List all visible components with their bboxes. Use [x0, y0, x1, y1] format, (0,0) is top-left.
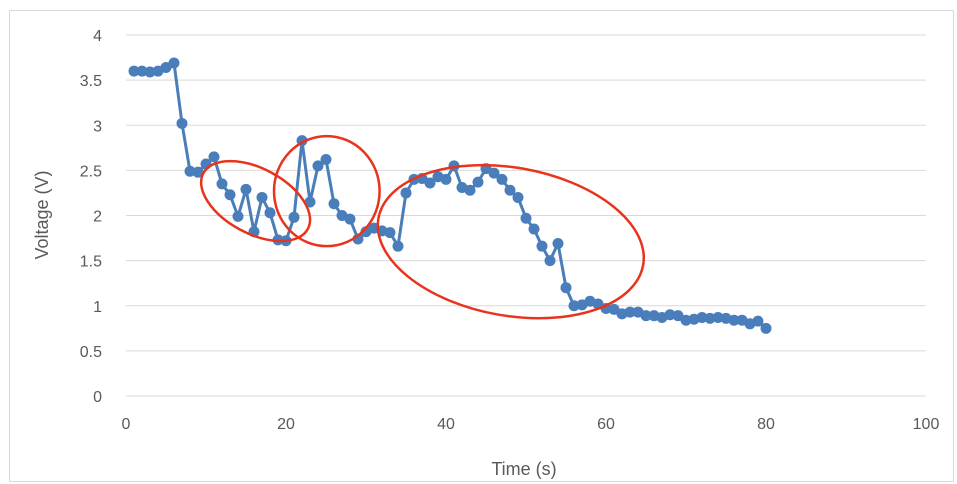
annotation-ellipse-1 [199, 159, 312, 243]
data-point [488, 167, 500, 179]
data-point [496, 173, 508, 185]
data-point [344, 213, 356, 225]
y-tick-label: 3.5 [80, 73, 102, 90]
tick-labels: 00.511.522.533.540 20 40 60 80 100 [80, 28, 940, 433]
data-point [392, 240, 404, 252]
data-point [136, 65, 148, 77]
data-point [208, 151, 220, 163]
data-point [192, 166, 204, 178]
y-tick-label: 2.5 [80, 163, 102, 180]
x-tick-label: 0 [122, 416, 131, 433]
x-tick-label: 20 [277, 416, 295, 433]
data-point [144, 66, 156, 78]
y-tick-label: 2 [93, 209, 102, 226]
data-point [536, 240, 548, 252]
data-point [504, 184, 516, 196]
data-point [424, 177, 436, 189]
data-point [608, 303, 620, 315]
y-tick-label: 1 [93, 299, 102, 316]
data-point [520, 212, 532, 224]
chart-frame [9, 10, 954, 482]
data-point [176, 117, 188, 129]
data-point [568, 300, 580, 312]
data-point [472, 176, 484, 188]
x-tick-label: 40 [437, 416, 455, 433]
data-point [664, 309, 676, 321]
data-point [624, 306, 636, 318]
annotation-ellipse-3 [376, 163, 646, 320]
data-point [704, 312, 716, 324]
y-tick-label: 1.5 [80, 254, 102, 271]
data-point [712, 311, 724, 323]
data-point [560, 282, 572, 294]
data-point [232, 210, 244, 222]
data-point [640, 310, 652, 322]
data-point [312, 160, 324, 172]
annotation-ellipse-2 [272, 134, 381, 248]
x-tick-label: 60 [597, 416, 615, 433]
data-point [400, 187, 412, 199]
data-point [544, 255, 556, 267]
x-tick-label: 80 [757, 416, 775, 433]
data-point [680, 314, 692, 326]
y-tick-label: 3 [93, 118, 102, 135]
y-tick-label: 0 [93, 389, 102, 406]
data-point [128, 65, 140, 77]
x-tick-label: 100 [913, 416, 940, 433]
data-point [288, 211, 300, 223]
data-point [240, 183, 252, 195]
annotation-ellipses [199, 134, 646, 320]
data-point [264, 207, 276, 219]
series-voltage [128, 57, 772, 334]
data-point [528, 223, 540, 235]
data-point [440, 173, 452, 185]
data-point [760, 322, 772, 334]
data-point [672, 310, 684, 322]
data-point [464, 184, 476, 196]
data-point [696, 311, 708, 323]
data-point [384, 227, 396, 239]
data-point [728, 314, 740, 326]
data-point [216, 178, 228, 190]
data-point [552, 237, 564, 249]
data-point [320, 154, 332, 166]
data-point [184, 165, 196, 177]
data-point [752, 315, 764, 327]
y-tick-label: 4 [93, 28, 102, 45]
data-point [168, 57, 180, 69]
data-point [328, 198, 340, 210]
y-tick-label: 0.5 [80, 344, 102, 361]
y-axis-title: Voltage (V) [32, 170, 52, 259]
data-point [224, 189, 236, 201]
data-point [512, 191, 524, 203]
data-point [160, 61, 172, 73]
x-axis-title: Time (s) [491, 459, 556, 479]
data-point [256, 191, 268, 203]
